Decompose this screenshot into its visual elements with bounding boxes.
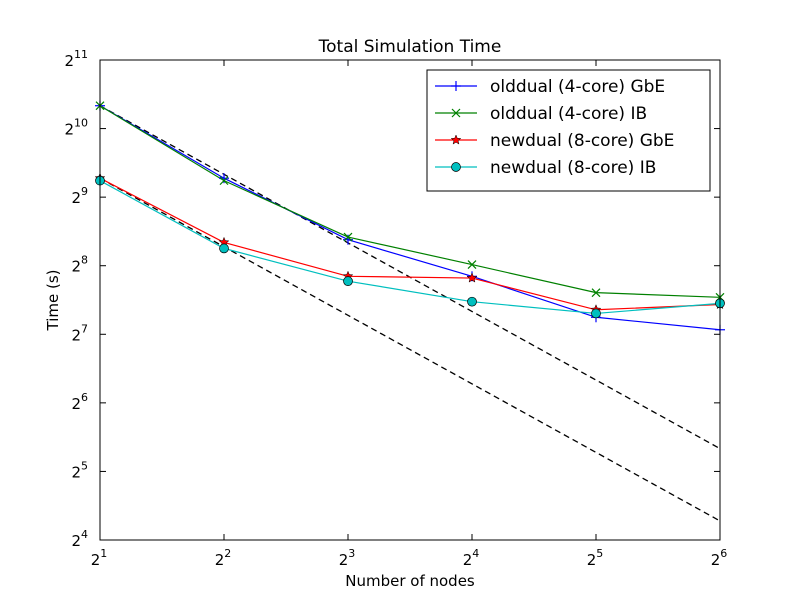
legend-label: newdual (8-core) GbE xyxy=(490,131,674,151)
legend-label: olddual (4-core) GbE xyxy=(490,77,665,97)
x-tick-exponent: 1 xyxy=(100,547,107,560)
y-tick-exponent: 4 xyxy=(81,528,88,541)
data-point xyxy=(343,276,353,287)
legend-label: newdual (8-core) IB xyxy=(490,158,656,178)
series-line xyxy=(100,177,720,311)
reference-line xyxy=(100,177,720,522)
series-line xyxy=(100,105,720,298)
data-point xyxy=(467,296,477,307)
legend-marker xyxy=(451,81,461,91)
legend-marker xyxy=(451,108,461,118)
y-tick-exponent: 9 xyxy=(81,185,88,198)
data-point xyxy=(219,173,229,184)
y-tick-exponent: 10 xyxy=(74,117,88,130)
y-tick-exponent: 8 xyxy=(81,254,88,267)
y-tick-exponent: 6 xyxy=(81,391,88,404)
y-tick-exponent: 7 xyxy=(81,322,88,335)
data-point xyxy=(467,260,477,269)
plot-frame xyxy=(99,59,721,541)
legend-marker xyxy=(451,162,461,172)
x-tick-exponent: 5 xyxy=(596,547,603,560)
y-axis-label: Time (s) xyxy=(44,270,62,332)
legend-entry: olddual (4-core) GbE xyxy=(435,77,665,97)
legend-box xyxy=(426,69,711,192)
series-line xyxy=(100,105,720,331)
data-point xyxy=(591,308,601,319)
data-point xyxy=(343,232,353,242)
chart-title: Total Simulation Time xyxy=(318,37,502,57)
legend-entry: olddual (4-core) IB xyxy=(435,104,647,124)
legend-entry: newdual (8-core) GbE xyxy=(435,131,674,151)
x-tick-exponent: 4 xyxy=(472,547,479,560)
plot-markers xyxy=(94,100,726,335)
data-point xyxy=(591,288,601,298)
series-line xyxy=(100,180,720,315)
x-tick-exponent: 3 xyxy=(348,547,355,560)
legend-entry: newdual (8-core) IB xyxy=(435,158,656,178)
data-point xyxy=(219,176,229,186)
y-tick-exponent: 5 xyxy=(81,459,88,472)
x-tick-exponent: 6 xyxy=(720,547,727,560)
y-tick-label: 210 xyxy=(64,117,88,139)
x-axis-label: Number of nodes xyxy=(345,572,475,590)
data-point xyxy=(466,272,478,283)
y-tick-exponent: 11 xyxy=(74,48,88,61)
legend: olddual (4-core) GbE olddual (4-core) IB n… xyxy=(426,69,711,192)
legend-marker xyxy=(450,134,462,145)
data-point xyxy=(219,243,229,254)
x-tick-exponent: 2 xyxy=(224,547,231,560)
legend-label: olddual (4-core) IB xyxy=(490,104,647,124)
plot-lines xyxy=(100,105,720,522)
